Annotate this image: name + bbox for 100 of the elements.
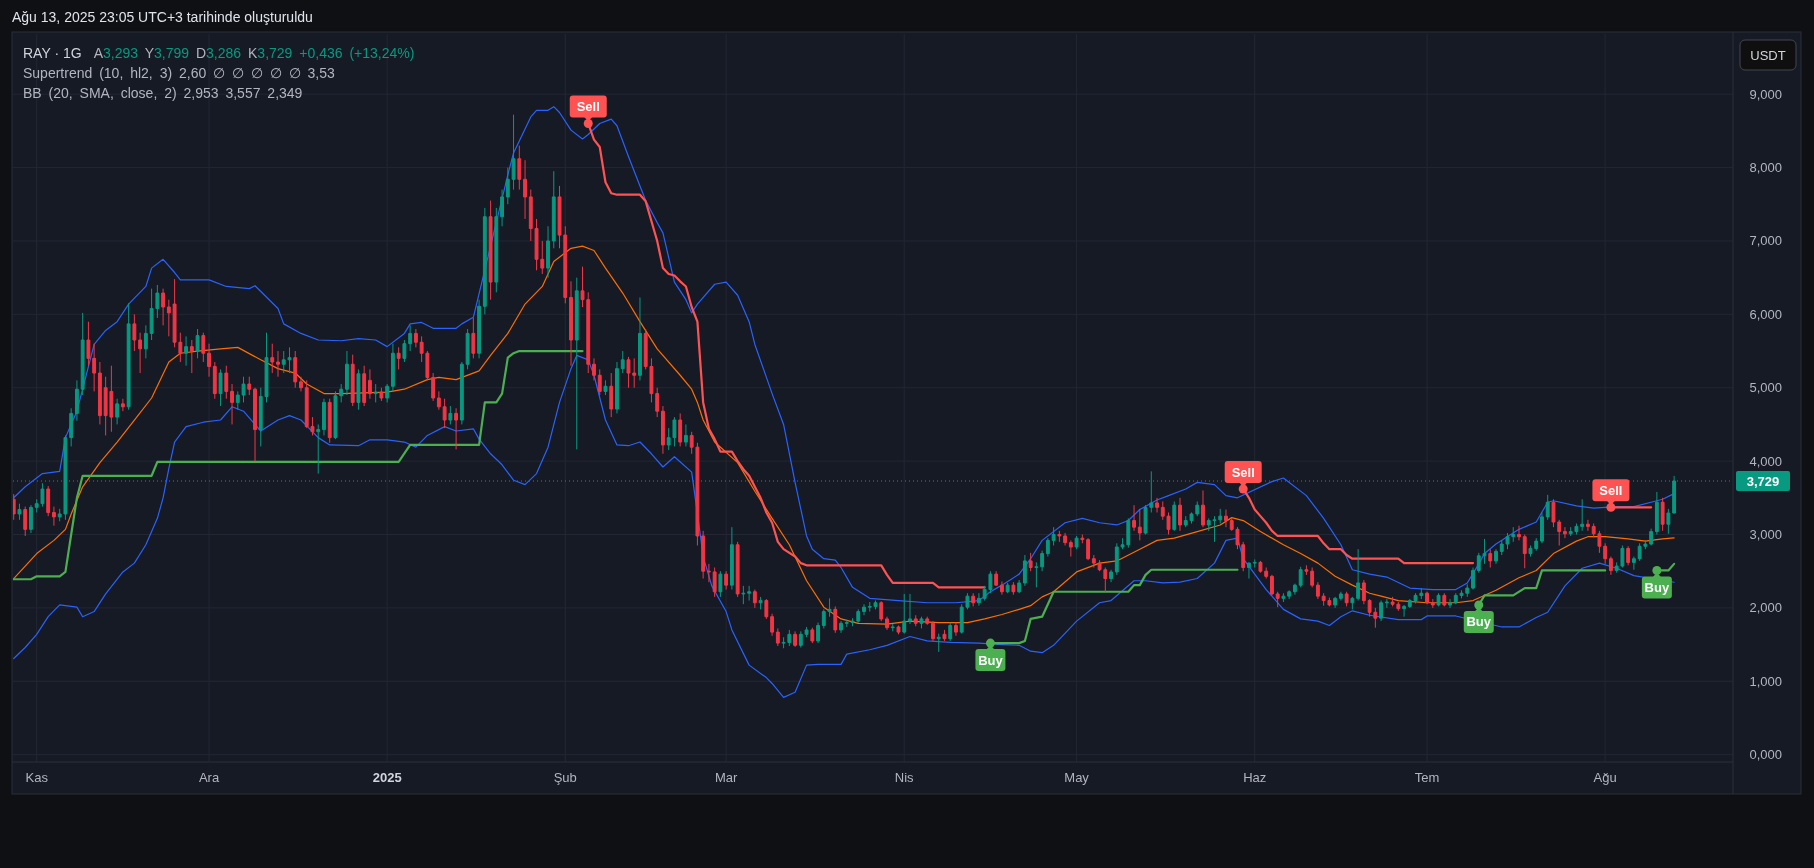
- candlestick: [1654, 491, 1659, 535]
- candlestick: [126, 302, 131, 411]
- candlestick: [115, 398, 120, 425]
- candlestick: [574, 277, 579, 450]
- candlestick: [1660, 497, 1665, 532]
- candlestick: [971, 592, 976, 607]
- candlestick: [729, 526, 734, 591]
- candlestick: [1080, 534, 1085, 544]
- annotation: Buy: [978, 652, 1004, 668]
- line-series: [13, 354, 1675, 699]
- candlestick: [1074, 535, 1079, 550]
- candlestick: [46, 485, 51, 517]
- candlestick: [1224, 509, 1228, 528]
- candlestick: [1350, 596, 1355, 610]
- candlestick: [189, 339, 194, 374]
- candlestick: [442, 398, 447, 429]
- candlestick: [902, 593, 907, 635]
- candlestick: [459, 361, 464, 425]
- x-tick-label: Kas: [25, 769, 49, 785]
- candlestick: [1563, 526, 1567, 539]
- candlestick: [1011, 581, 1016, 596]
- candlestick: [1040, 550, 1045, 572]
- candlestick: [615, 361, 619, 414]
- candlestick: [896, 625, 901, 635]
- point: [583, 119, 593, 129]
- candlestick: [1275, 591, 1280, 608]
- candlestick: [620, 350, 625, 374]
- annotation: Buy: [1644, 579, 1670, 595]
- y-tick-label: 2,000: [1749, 600, 1782, 616]
- candlestick: [678, 412, 683, 447]
- candlestick: [925, 616, 930, 626]
- candlestick: [1356, 548, 1361, 602]
- candlestick: [373, 383, 378, 403]
- candlestick: [500, 189, 505, 227]
- candlestick: [609, 372, 614, 418]
- candlestick: [661, 405, 665, 455]
- annotation: Buy: [1466, 614, 1492, 630]
- candlestick: [488, 200, 493, 301]
- candlestick: [546, 225, 550, 279]
- candlestick: [879, 600, 884, 622]
- candlestick: [1333, 596, 1338, 609]
- candlestick: [810, 627, 815, 644]
- candlestick: [747, 585, 752, 602]
- candlestick: [436, 390, 441, 411]
- candlestick: [758, 596, 763, 610]
- candlestick: [994, 570, 999, 587]
- candlestick: [1172, 500, 1177, 532]
- x-tick-label: Ağu: [1593, 769, 1617, 785]
- candlestick: [120, 398, 125, 412]
- candlestick: [201, 332, 206, 363]
- candlestick: [942, 629, 947, 642]
- candlestick: [143, 324, 148, 359]
- candlestick: [1471, 567, 1475, 591]
- candlestick: [402, 339, 407, 363]
- candlestick: [1005, 582, 1010, 594]
- candlestick: [569, 280, 573, 367]
- candlestick: [833, 605, 838, 634]
- candlestick: [1436, 592, 1441, 607]
- candlestick: [477, 299, 482, 359]
- candlestick: [1051, 526, 1056, 547]
- candlestick: [1517, 525, 1521, 541]
- candlestick: [1649, 528, 1654, 547]
- candlestick: [166, 299, 171, 337]
- candlestick: [184, 335, 189, 367]
- candlestick: [885, 616, 889, 631]
- candlestick: [29, 504, 33, 534]
- candlestick: [1063, 532, 1068, 547]
- candlestick: [276, 350, 280, 378]
- candlestick: [482, 207, 487, 315]
- candlestick: [350, 354, 355, 407]
- candlestick: [741, 585, 746, 605]
- x-tick-label: Tem: [1414, 769, 1440, 785]
- candlestick: [701, 530, 706, 580]
- candlestick: [80, 312, 85, 396]
- candlestick: [1109, 569, 1114, 583]
- candlestick: [976, 592, 981, 607]
- candlestick: [1631, 556, 1636, 571]
- candlestick: [454, 407, 459, 450]
- candlestick: [17, 503, 22, 521]
- candlestick: [1379, 600, 1384, 622]
- candlestick: [1540, 511, 1544, 544]
- candlestick: [471, 317, 476, 359]
- candlestick: [683, 423, 688, 447]
- candlestick: [1442, 592, 1447, 607]
- y-axis-title: USDT: [1750, 47, 1786, 63]
- candlestick: [706, 563, 711, 583]
- candlestick: [224, 365, 229, 400]
- candlestick: [1666, 508, 1671, 535]
- candlestick: [712, 567, 717, 598]
- candlestick: [1361, 579, 1366, 605]
- annotation: Sell: [1599, 482, 1623, 498]
- candlestick: [816, 622, 820, 644]
- candlestick: [362, 365, 367, 407]
- candlestick: [1178, 497, 1182, 532]
- y-tick-label: 5,000: [1749, 380, 1782, 396]
- candlestick: [247, 376, 252, 396]
- candlestick: [1252, 558, 1257, 569]
- y-tick-label: 4,000: [1749, 453, 1782, 469]
- candlestick: [448, 405, 453, 425]
- x-tick-label: Şub: [553, 769, 577, 785]
